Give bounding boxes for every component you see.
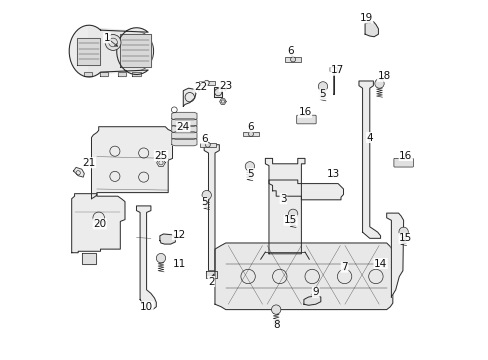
Text: 23: 23 xyxy=(219,81,232,91)
Text: 16: 16 xyxy=(398,150,411,161)
Text: 1: 1 xyxy=(103,33,110,43)
Polygon shape xyxy=(213,87,222,97)
Text: 5: 5 xyxy=(201,197,207,207)
Text: 19: 19 xyxy=(359,13,372,23)
Polygon shape xyxy=(77,38,101,65)
Polygon shape xyxy=(136,206,156,310)
Polygon shape xyxy=(329,68,337,94)
Circle shape xyxy=(202,190,211,200)
Text: 10: 10 xyxy=(140,302,153,312)
Polygon shape xyxy=(215,243,392,310)
Polygon shape xyxy=(303,296,320,305)
Text: 6: 6 xyxy=(286,46,293,56)
Text: 6: 6 xyxy=(247,122,254,132)
Polygon shape xyxy=(204,145,219,271)
Polygon shape xyxy=(171,119,197,126)
Text: 25: 25 xyxy=(154,150,167,161)
Text: 5: 5 xyxy=(247,168,254,179)
FancyBboxPatch shape xyxy=(393,158,412,167)
Text: 16: 16 xyxy=(298,107,311,117)
Text: 18: 18 xyxy=(377,71,390,81)
Polygon shape xyxy=(171,132,197,139)
Polygon shape xyxy=(69,25,148,77)
Bar xyxy=(285,57,301,62)
Ellipse shape xyxy=(119,31,153,71)
Ellipse shape xyxy=(72,28,106,75)
Bar xyxy=(243,132,258,136)
Text: 3: 3 xyxy=(280,194,286,204)
Text: 12: 12 xyxy=(172,230,185,240)
Bar xyxy=(199,81,214,85)
Text: 15: 15 xyxy=(398,233,411,243)
Polygon shape xyxy=(89,28,136,75)
Text: 21: 21 xyxy=(82,158,96,168)
Text: 17: 17 xyxy=(330,65,343,75)
Text: 5: 5 xyxy=(319,89,325,99)
Circle shape xyxy=(156,253,165,263)
Text: 22: 22 xyxy=(194,82,207,92)
Circle shape xyxy=(271,305,280,314)
Polygon shape xyxy=(171,125,197,133)
Polygon shape xyxy=(268,180,343,200)
Circle shape xyxy=(204,80,209,85)
Text: 6: 6 xyxy=(201,134,207,144)
Polygon shape xyxy=(120,34,151,67)
Polygon shape xyxy=(160,234,175,244)
Polygon shape xyxy=(132,72,141,76)
Text: 24: 24 xyxy=(176,122,189,132)
Circle shape xyxy=(290,57,295,62)
Text: 14: 14 xyxy=(373,258,386,269)
Text: 2: 2 xyxy=(207,276,214,287)
Circle shape xyxy=(374,79,384,88)
Polygon shape xyxy=(183,88,196,106)
Polygon shape xyxy=(386,213,403,297)
Text: 20: 20 xyxy=(93,219,106,229)
Circle shape xyxy=(205,142,210,147)
Circle shape xyxy=(248,131,253,136)
Text: 11: 11 xyxy=(172,258,185,269)
Text: 7: 7 xyxy=(341,262,347,272)
Text: 9: 9 xyxy=(312,287,319,297)
Circle shape xyxy=(318,82,327,91)
Polygon shape xyxy=(265,158,305,254)
Text: 8: 8 xyxy=(272,320,279,330)
Text: 4: 4 xyxy=(366,132,372,143)
Polygon shape xyxy=(219,99,225,104)
Circle shape xyxy=(288,209,297,219)
Polygon shape xyxy=(171,138,197,146)
Polygon shape xyxy=(100,72,108,76)
Polygon shape xyxy=(72,194,125,253)
Polygon shape xyxy=(118,72,126,76)
FancyBboxPatch shape xyxy=(296,115,316,124)
Polygon shape xyxy=(91,127,172,199)
Polygon shape xyxy=(73,167,84,177)
Polygon shape xyxy=(358,81,380,238)
Text: 13: 13 xyxy=(326,168,340,179)
Circle shape xyxy=(105,35,121,50)
Polygon shape xyxy=(83,72,92,76)
Polygon shape xyxy=(81,253,96,264)
Bar xyxy=(200,143,215,147)
Circle shape xyxy=(244,162,254,171)
Polygon shape xyxy=(156,159,165,166)
Text: 15: 15 xyxy=(284,215,297,225)
Circle shape xyxy=(398,227,407,237)
Polygon shape xyxy=(205,271,217,278)
Polygon shape xyxy=(171,112,197,120)
Polygon shape xyxy=(365,22,378,37)
